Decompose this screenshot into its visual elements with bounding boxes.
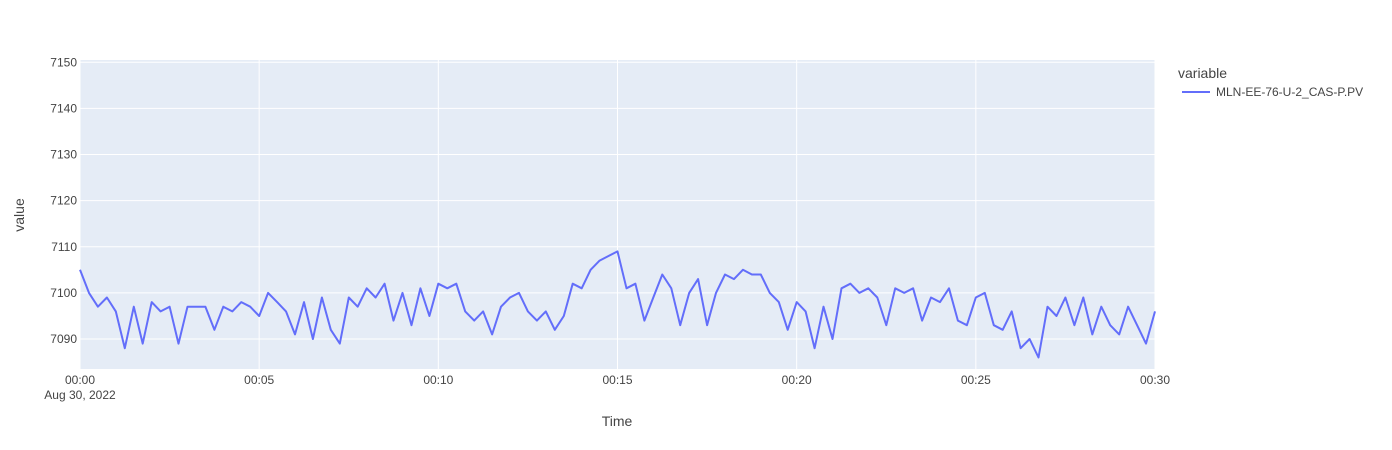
y-tick-label: 7110 — [51, 240, 77, 254]
series-0 — [79, 250, 1156, 359]
x-tick-label: 00:15 — [602, 373, 632, 387]
y-axis: 7090 7100 7110 7120 7130 7140 7150 — [50, 55, 77, 346]
x-axis-title: Time — [602, 413, 633, 429]
x-tick-label: 00:05 — [244, 373, 274, 387]
x-tick-label: 00:20 — [782, 373, 812, 387]
y-tick-label: 7100 — [50, 286, 77, 300]
legend-title: variable — [1178, 65, 1227, 81]
y-tick-label: 7140 — [50, 101, 77, 115]
y-tick-label: 7090 — [50, 332, 77, 346]
legend-item[interactable]: MLN-EE-76-U-2_CAS-P.PV — [1182, 85, 1363, 99]
y-axis-title: value — [11, 198, 27, 232]
x-tick-label: 00:00 — [65, 373, 95, 387]
y-tick-label: 7150 — [50, 55, 77, 69]
legend-item-label: MLN-EE-76-U-2_CAS-P.PV — [1216, 85, 1363, 99]
y-tick-label: 7120 — [50, 194, 77, 208]
x-tick-label: 00:10 — [423, 373, 453, 387]
legend: variable MLN-EE-76-U-2_CAS-P.PV — [1178, 65, 1363, 99]
x-axis: 00:00 00:05 00:10 00:15 00:20 00:25 00:30 — [65, 373, 1170, 387]
series-layer — [79, 250, 1156, 359]
x-tick-label: 00:30 — [1140, 373, 1170, 387]
grid — [79, 60, 1156, 369]
x-tick-label: 00:25 — [961, 373, 991, 387]
y-tick-label: 7130 — [50, 148, 77, 162]
x-axis-date-label: Aug 30, 2022 — [44, 388, 116, 402]
